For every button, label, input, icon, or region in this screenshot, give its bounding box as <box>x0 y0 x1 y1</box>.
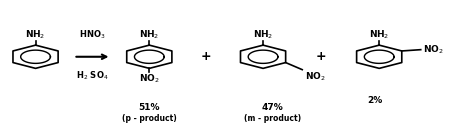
Text: 2%: 2% <box>367 96 382 105</box>
Text: NH$_2$: NH$_2$ <box>369 28 389 41</box>
Text: (p - product): (p - product) <box>122 114 177 123</box>
Text: 51%: 51% <box>138 103 160 112</box>
Text: HNO$_3$: HNO$_3$ <box>79 29 106 41</box>
Text: +: + <box>201 50 211 63</box>
Text: NO$_2$: NO$_2$ <box>139 73 160 85</box>
Text: NO$_2$: NO$_2$ <box>423 43 444 56</box>
Text: 47%: 47% <box>262 103 283 112</box>
Text: NO$_2$: NO$_2$ <box>305 70 325 83</box>
Text: NH$_2$: NH$_2$ <box>26 28 46 41</box>
Text: H$_2$ SO$_4$: H$_2$ SO$_4$ <box>76 70 109 82</box>
Text: (m - product): (m - product) <box>244 114 301 123</box>
Text: NH$_2$: NH$_2$ <box>139 28 159 41</box>
Text: NH$_2$: NH$_2$ <box>253 28 273 41</box>
Text: +: + <box>316 50 327 63</box>
